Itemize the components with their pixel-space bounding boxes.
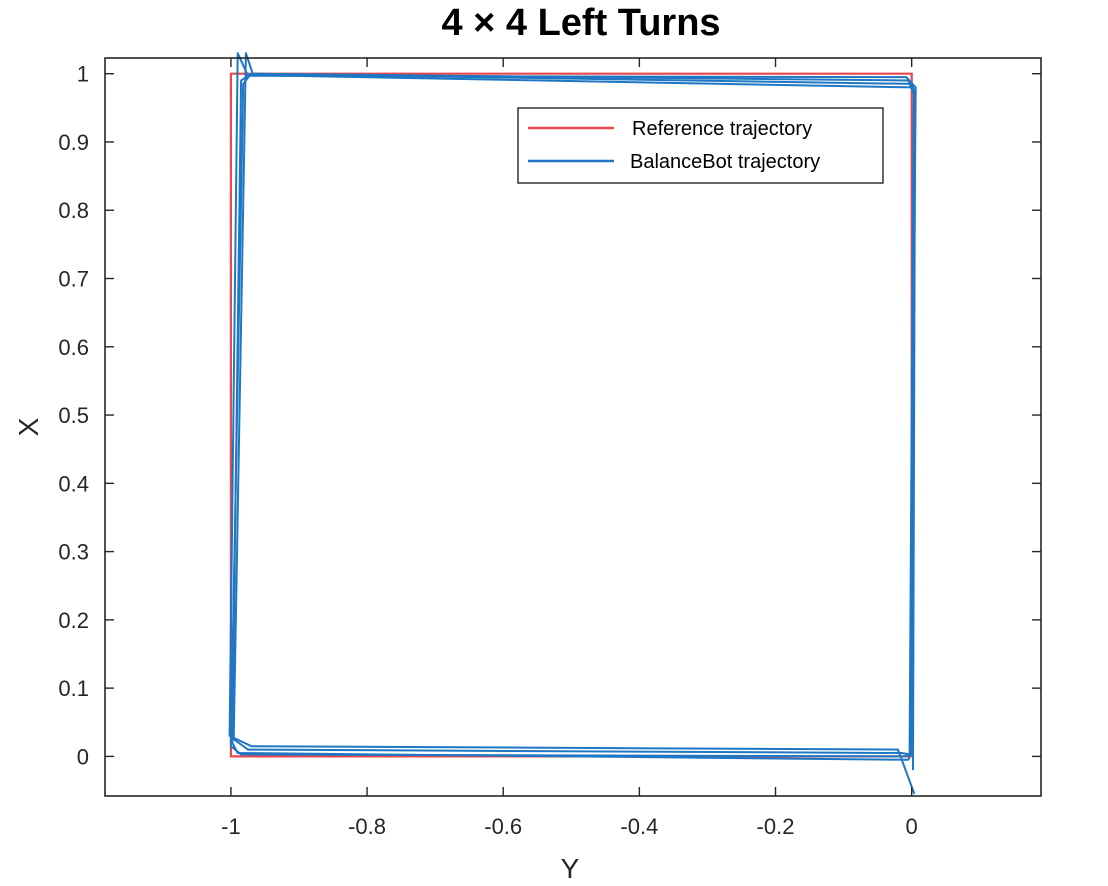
series-balancebot-trajectory-loop-4 [228, 52, 917, 795]
y-tick-label: 0.9 [58, 130, 89, 155]
legend-label-balancebot: BalanceBot trajectory [630, 151, 820, 173]
x-tick-label: -0.2 [757, 814, 795, 839]
series-layer [228, 52, 917, 795]
y-tick-label: 0.1 [58, 676, 89, 701]
y-tick-label: 0.3 [58, 540, 89, 565]
chart-title: 4 × 4 Left Turns [441, 2, 720, 44]
plot-frame [104, 57, 1042, 797]
legend-label-reference: Reference trajectory [632, 118, 812, 140]
y-tick-label: 0.7 [58, 267, 89, 292]
x-tick-label: -0.4 [620, 814, 658, 839]
x-tick-label: 0 [906, 814, 918, 839]
y-tick-label: 0.6 [58, 335, 89, 360]
y-tick-label: 0.8 [58, 198, 89, 223]
y-axis-label: X [13, 417, 44, 436]
series-balancebot-trajectory-loop-3 [232, 52, 915, 756]
y-tick-label: 0 [77, 744, 89, 769]
y-tick-label: 0.5 [58, 403, 89, 428]
ticks-layer: -1 -0.8 -0.6 -0.4 -0.2 0 0 0.1 0.2 0.3 0.4 0.5 0.6 0.… [58, 58, 1041, 839]
x-tick-label: -0.8 [348, 814, 386, 839]
legend-box [517, 107, 884, 184]
y-tick-label: 1 [77, 62, 89, 87]
x-tick-label: -1 [221, 814, 241, 839]
x-tick-label: -0.6 [484, 814, 522, 839]
y-tick-label: 0.2 [58, 608, 89, 633]
legend: Reference trajectory BalanceBot trajecto… [517, 107, 884, 184]
x-axis-label: Y [561, 853, 580, 884]
y-tick-label: 0.4 [58, 471, 89, 496]
series-balancebot-trajectory-loop-2 [229, 74, 916, 758]
